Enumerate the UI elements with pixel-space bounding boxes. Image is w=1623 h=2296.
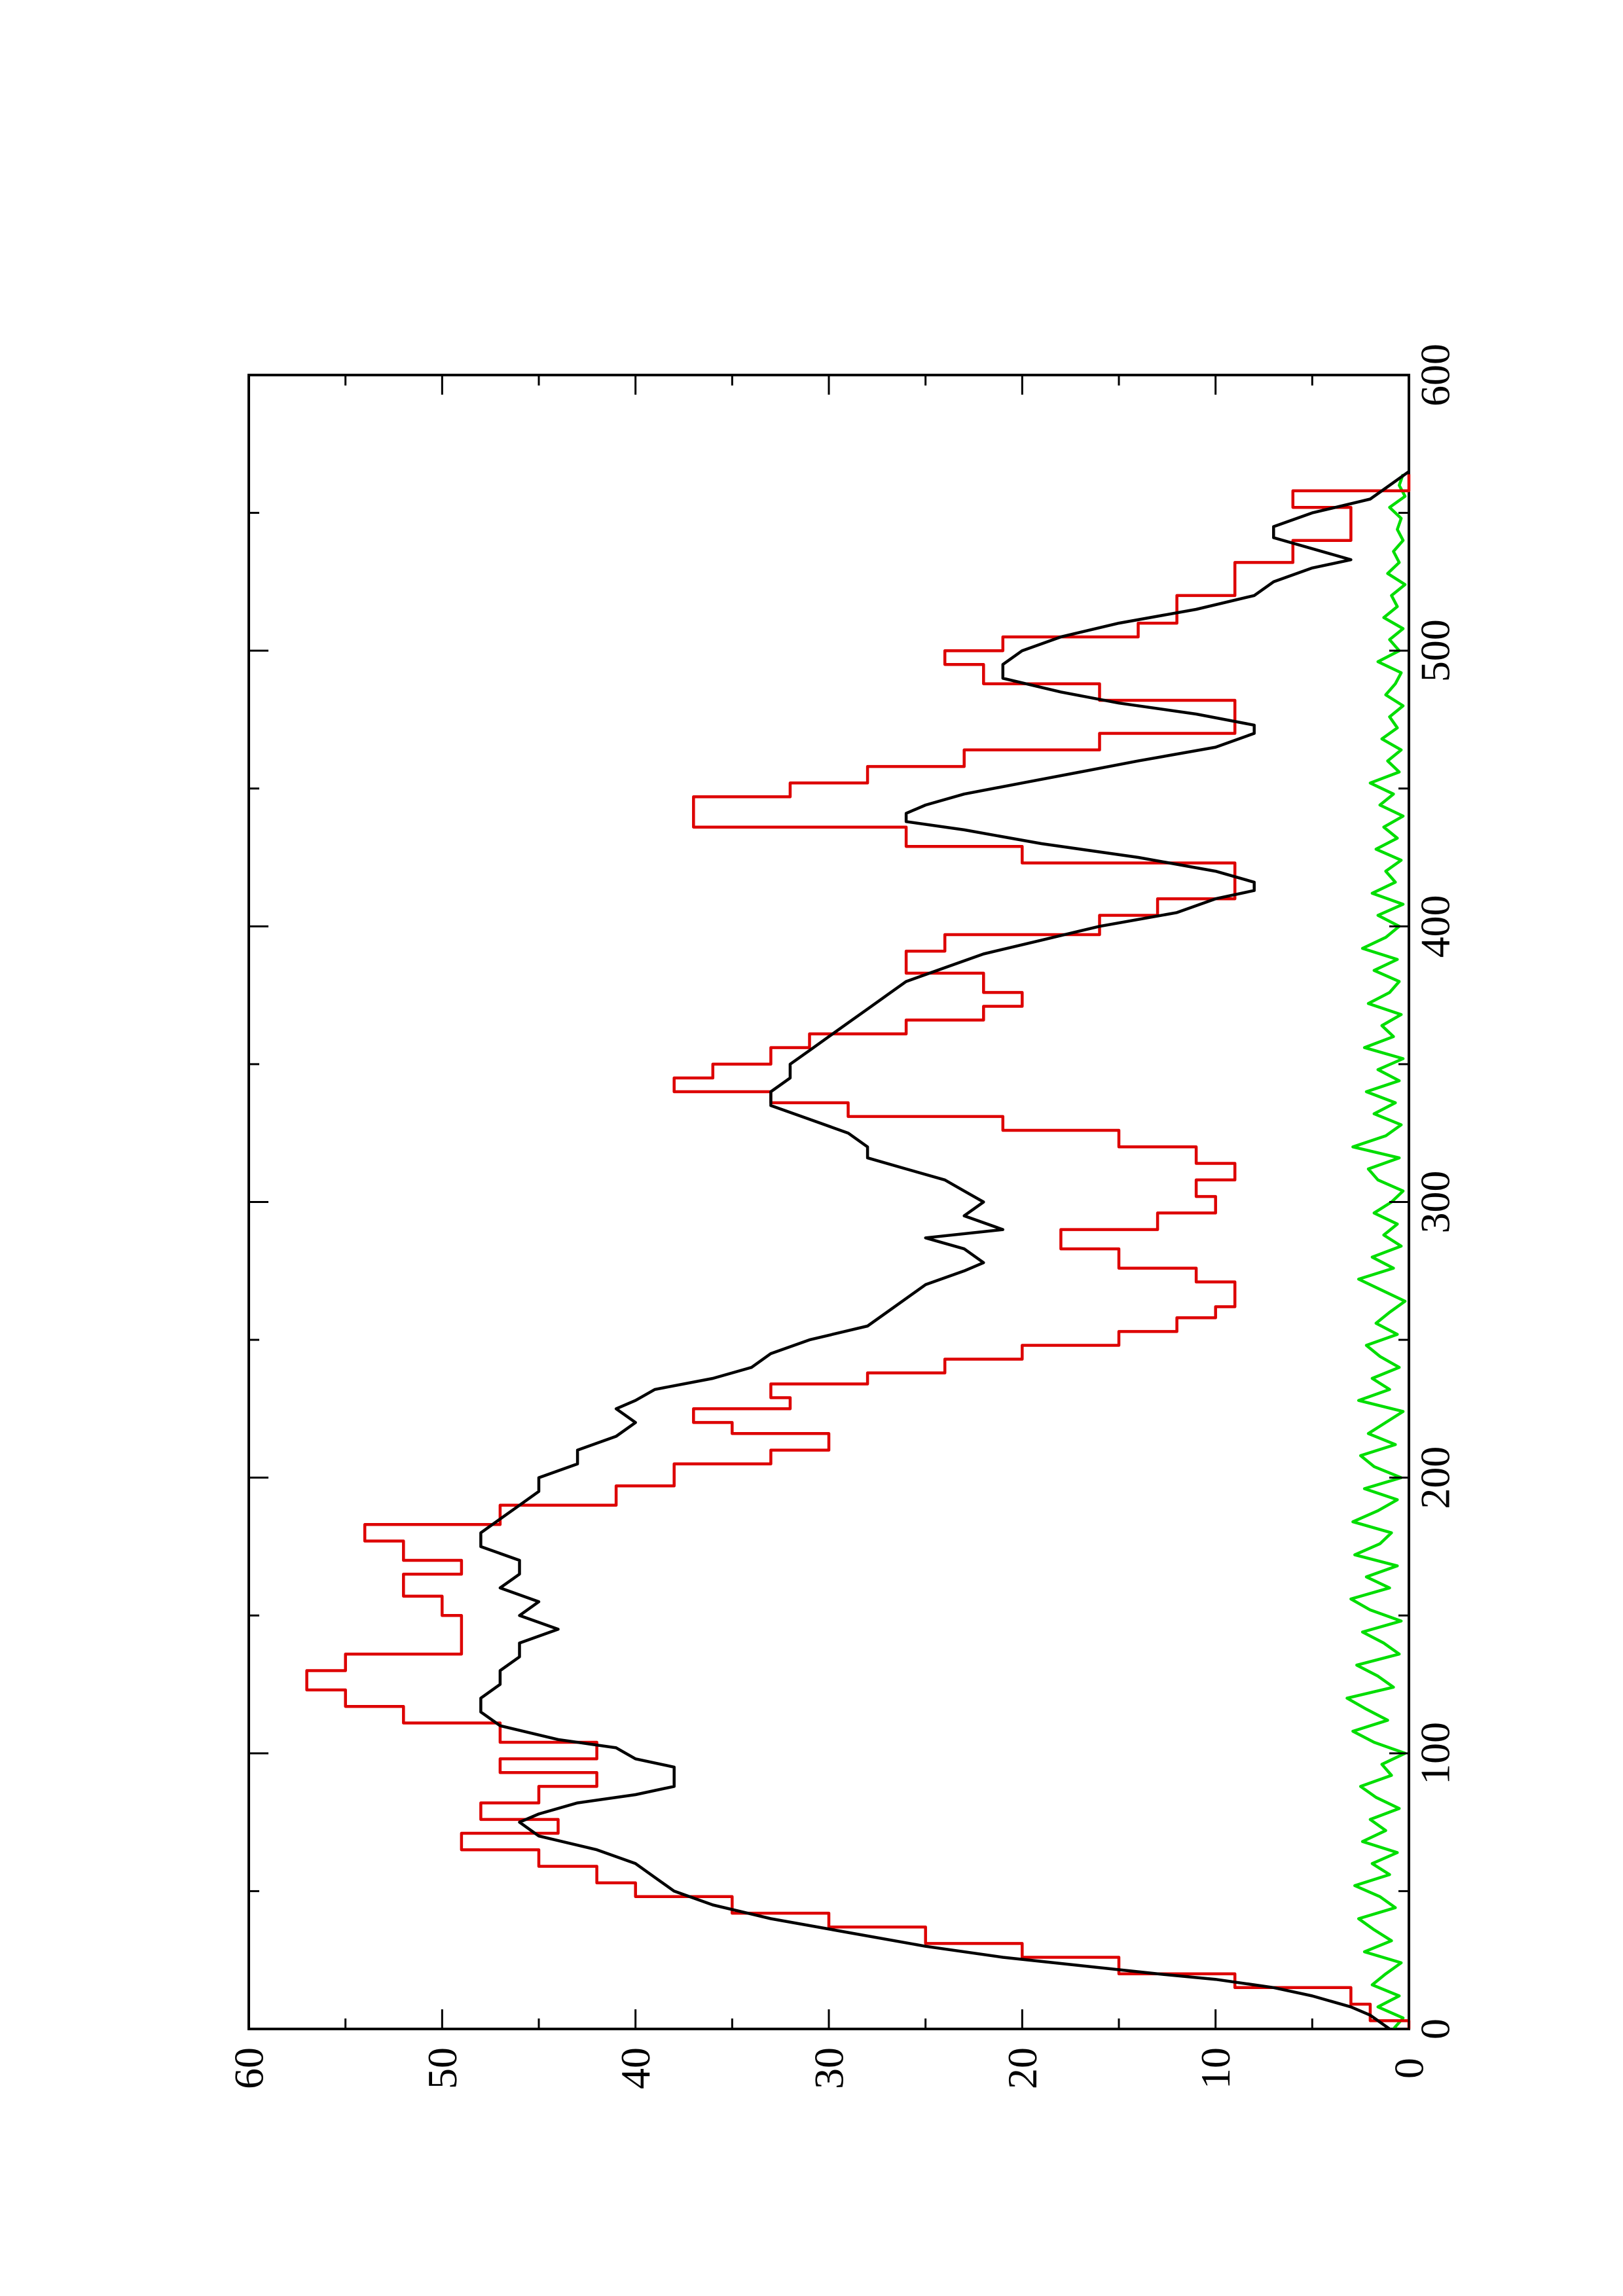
series-lines	[305, 470, 1411, 2030]
plot-area	[247, 374, 1410, 2030]
y-tick-label: 0	[1386, 2058, 1432, 2079]
y-tick-label: 50	[419, 2047, 465, 2089]
x-tick-label: 600	[1412, 344, 1459, 406]
x-tick-label: 500	[1412, 619, 1459, 682]
plot-frame	[247, 374, 1410, 2030]
x-tick-label: 100	[1412, 1722, 1459, 1785]
x-tick-label: 200	[1412, 1446, 1459, 1509]
series-line-2	[1345, 473, 1407, 2030]
x-tick-label: 0	[1412, 2018, 1459, 2039]
y-tick-label: 60	[226, 2047, 272, 2089]
axis-ticks	[247, 374, 1410, 2030]
series-line-1	[479, 470, 1410, 2030]
x-tick-label: 300	[1412, 1171, 1459, 1234]
tick-labels: 0 100 200 300 400 500 600 0 10 20 30 40 50 60	[226, 344, 1459, 2089]
y-tick-label: 30	[806, 2047, 852, 2089]
series-line-0	[305, 474, 1411, 2029]
x-tick-label: 400	[1412, 895, 1459, 958]
y-tick-label: 20	[999, 2047, 1046, 2089]
y-tick-label: 40	[612, 2047, 659, 2089]
y-tick-label: 10	[1192, 2047, 1239, 2089]
